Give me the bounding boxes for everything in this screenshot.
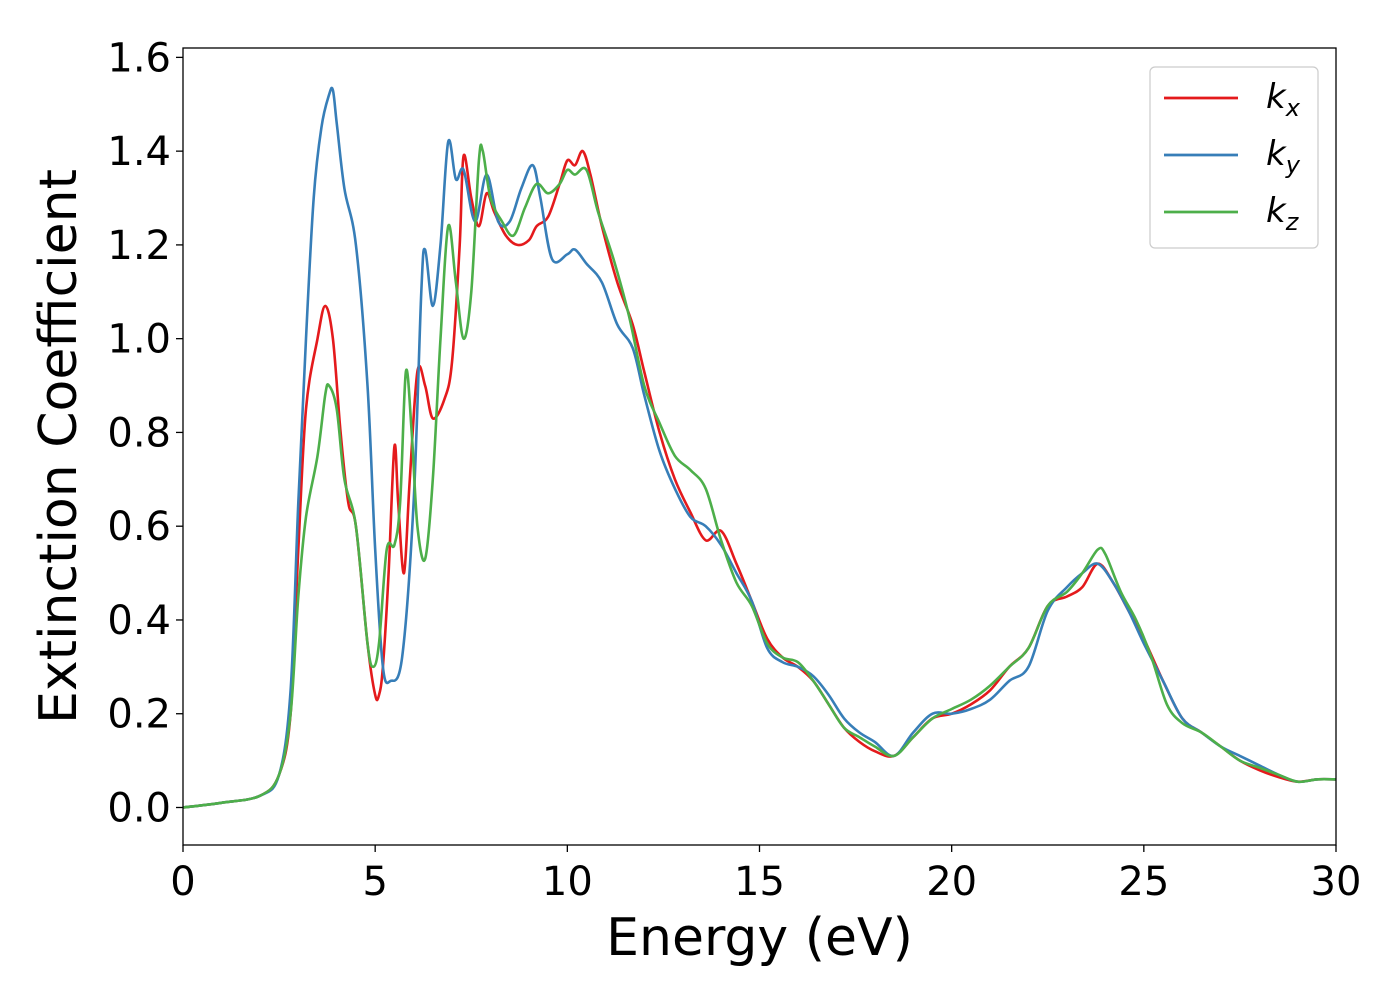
y-tick-label: 1.4 <box>107 129 171 175</box>
y-tick-label: 0.6 <box>107 504 171 550</box>
y-tick-label: 0.2 <box>107 692 171 738</box>
x-tick-label: 20 <box>926 859 977 905</box>
y-tick-label: 0.0 <box>107 785 171 831</box>
y-tick-label: 1.6 <box>107 35 171 81</box>
legend-label-subscript: x <box>1285 94 1301 122</box>
legend-label: ky <box>1266 134 1301 179</box>
x-axis-label: Energy (eV) <box>606 908 913 968</box>
legend-label-base: k <box>1266 77 1287 117</box>
x-tick-label: 30 <box>1311 859 1362 905</box>
legend-label-subscript: z <box>1285 208 1300 236</box>
x-tick-label: 0 <box>170 859 195 905</box>
legend-box <box>1149 66 1319 249</box>
y-axis-label: Extinction Coefficient <box>29 169 89 724</box>
x-tick-label: 10 <box>542 859 593 905</box>
legend-label-base: k <box>1266 134 1287 174</box>
y-tick-label: 1.0 <box>107 317 171 363</box>
legend-label: kx <box>1266 77 1301 122</box>
y-tick-label: 1.2 <box>107 223 171 269</box>
legend-label: kz <box>1266 191 1300 236</box>
series-line-kz <box>183 143 1336 809</box>
x-tick-label: 5 <box>362 859 387 905</box>
legend-label-subscript: y <box>1285 151 1301 179</box>
y-tick-label: 0.4 <box>107 598 171 644</box>
ticks-layer: 0 5 10 15 20 25 30 0.0 0.2 0.4 0.6 0.8 1.0 1.2 1.4 1.6 <box>107 35 1361 905</box>
x-tick-label: 15 <box>734 859 785 905</box>
y-tick-label: 0.8 <box>107 410 171 456</box>
legend-label-base: k <box>1266 191 1287 231</box>
series-layer <box>183 86 1336 809</box>
x-tick-label: 25 <box>1118 859 1169 905</box>
